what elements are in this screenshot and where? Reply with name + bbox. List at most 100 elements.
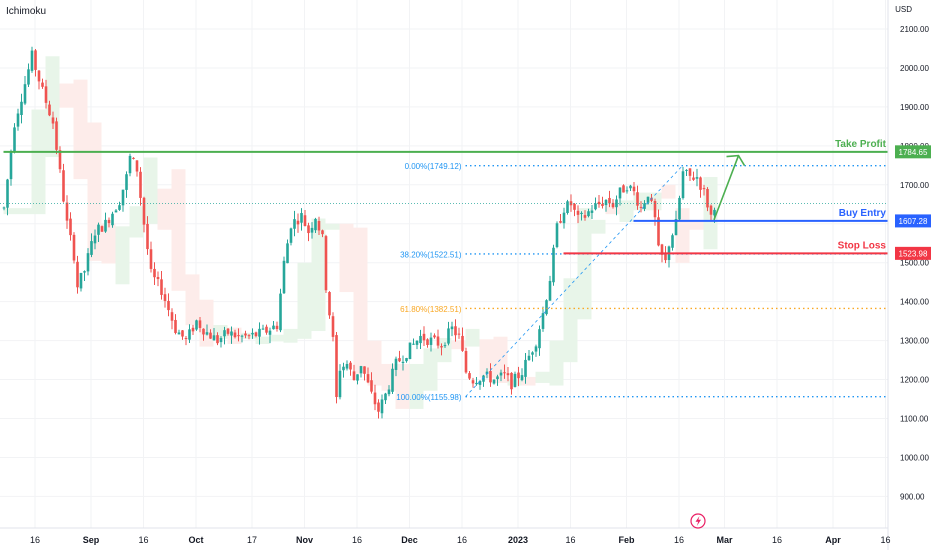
candle-body — [520, 375, 524, 381]
candle — [625, 186, 629, 194]
candle-body — [160, 279, 163, 295]
candle — [37, 69, 41, 90]
y-tick-label: 2100.00 — [900, 25, 929, 34]
cloud-segment — [409, 363, 424, 409]
y-tick-label: 1900.00 — [900, 103, 929, 112]
candle — [83, 270, 86, 282]
candle-body — [233, 332, 237, 338]
candle — [709, 204, 713, 222]
candle — [163, 287, 167, 308]
fib-level-label: 61.80%(1382.51) — [400, 305, 462, 314]
candle-body — [622, 185, 625, 193]
candle — [23, 75, 27, 106]
candle — [531, 351, 534, 362]
cloud-segment — [73, 79, 88, 180]
candle — [321, 229, 324, 238]
candle-body — [20, 101, 23, 116]
candle — [282, 256, 286, 294]
candle-body — [111, 213, 114, 226]
candle — [2, 206, 6, 211]
candle — [286, 239, 289, 264]
candle-body — [202, 328, 205, 335]
candle-body — [303, 215, 307, 226]
candle-body — [23, 84, 27, 104]
candle-body — [394, 358, 398, 370]
candle — [251, 328, 254, 339]
candle — [464, 347, 468, 374]
indicator-label[interactable]: Ichimoku — [6, 6, 47, 17]
candle-body — [237, 335, 240, 337]
candle-body — [55, 121, 58, 150]
x-tick-label: 16 — [772, 535, 782, 545]
candle-body — [618, 187, 622, 199]
candle — [174, 314, 177, 335]
candle — [678, 195, 681, 221]
candle-body — [324, 236, 328, 291]
cloud-segment — [689, 219, 704, 230]
x-tick-label: Mar — [716, 535, 733, 545]
candle-body — [454, 326, 457, 336]
candle — [86, 248, 90, 276]
candle — [517, 366, 520, 387]
cloud-segment — [31, 109, 46, 215]
candle-body — [79, 272, 83, 289]
candle-body — [307, 225, 310, 234]
candle-body — [713, 209, 716, 216]
candle — [580, 211, 583, 221]
candle-body — [625, 190, 629, 192]
candle-body — [177, 332, 181, 335]
candle-body — [503, 372, 506, 374]
candle-body — [181, 330, 184, 337]
candle — [149, 241, 153, 273]
candle-body — [195, 320, 198, 330]
candle-body — [398, 358, 401, 362]
x-tick-label: 16 — [352, 535, 362, 545]
candle-body — [636, 192, 639, 206]
candle-body — [170, 312, 174, 321]
candle-body — [513, 373, 517, 387]
cloud-segment — [283, 328, 298, 343]
candle-body — [709, 205, 713, 215]
candle — [667, 245, 671, 268]
x-tick-label: Feb — [618, 535, 635, 545]
candle-body — [184, 338, 188, 340]
candle — [6, 178, 9, 216]
candle — [545, 299, 548, 316]
candle — [328, 291, 331, 319]
cloud-segment — [661, 184, 676, 199]
cloud-segment — [353, 227, 368, 374]
x-tick-label: Sep — [83, 535, 100, 545]
candle — [76, 255, 79, 294]
candle — [538, 325, 541, 356]
candle — [513, 371, 517, 388]
price-badge-label: 1607.28 — [899, 217, 928, 226]
candle — [629, 184, 632, 191]
candles — [2, 46, 716, 419]
candle — [415, 340, 419, 350]
candle — [587, 208, 590, 218]
candle — [303, 209, 307, 227]
candle-body — [13, 127, 16, 152]
cloud-segment — [605, 204, 620, 215]
candle-body — [415, 340, 419, 345]
candle — [338, 364, 342, 400]
candle — [342, 362, 345, 378]
candle — [296, 213, 300, 233]
candle — [275, 321, 279, 332]
candle-body — [2, 207, 6, 209]
y-tick-label: 2000.00 — [900, 64, 929, 73]
candle-body — [265, 326, 268, 333]
candle — [205, 324, 209, 336]
candle — [475, 376, 478, 386]
candle — [664, 246, 667, 264]
candle — [643, 200, 646, 212]
cloud-segment — [59, 83, 74, 108]
candle-body — [401, 361, 405, 363]
candle — [387, 385, 391, 397]
candle-body — [604, 199, 608, 206]
candle — [506, 366, 510, 382]
cloud-segment — [269, 334, 284, 342]
cloud-segment — [311, 218, 326, 332]
candle — [100, 225, 104, 232]
